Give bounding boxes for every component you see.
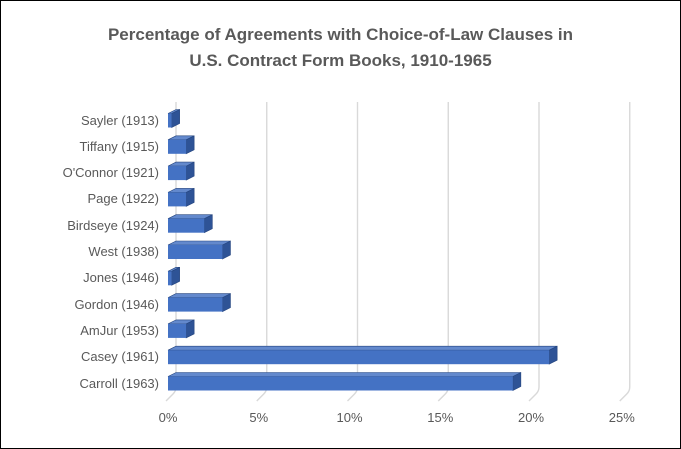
bar-tiffany-1915 [167,135,195,155]
bar-front-face [168,192,187,207]
x-tick-10: 10% [336,410,363,425]
bar-front-face [168,297,223,312]
bar-sayler-1913 [167,109,180,128]
bar-carroll-1963 [167,372,522,391]
bar-front-face [168,245,223,259]
bar-gordon-1946 [167,293,231,313]
bar-page-1922 [167,187,195,207]
category-label-tiffany-1915: Tiffany (1915) [79,138,160,154]
bar-front-face [168,350,550,365]
bar-front-face [168,113,172,128]
chart-title-line2: U.S. Contract Form Books, 1910-1965 [189,51,492,70]
bar-top-face [167,345,558,351]
x-tick-0: 0% [158,410,178,425]
x-tick-5: 5% [249,410,269,425]
bar-top-face [167,240,231,246]
x-tick-20: 20% [517,410,545,425]
bar-front-face [168,166,187,181]
bar-west-1938 [167,240,231,260]
gridline-25 [619,102,631,402]
bar-o-connor-1921 [167,161,195,181]
bar-top-face [167,293,231,298]
bar-front-face [168,271,172,286]
x-tick-15: 15% [427,410,454,425]
category-label-gordon-1946: Gordon (1946) [74,296,159,312]
category-label-sayler-1913: Sayler (1913) [80,112,159,128]
bar-amjur-1953 [167,319,195,339]
gridline-20 [528,102,540,402]
bar-front-face [168,218,205,233]
bar-front-face [168,376,513,391]
category-label-o-connor-1921: O'Connor (1921) [62,165,159,181]
x-tick-25: 25% [608,410,635,425]
chart-title-line1: Percentage of Agreements with Choice-of-… [107,25,574,44]
category-label-west-1938: West (1938) [88,244,159,259]
category-label-amjur-1953: AmJur (1953) [80,322,159,338]
bar-jones-1946 [167,266,180,286]
bar-casey-1961 [167,345,558,365]
bar-top-face [167,214,213,219]
bar-birdseye-1924 [167,214,213,234]
bar-front-face [168,323,187,338]
bar-front-face [168,139,187,154]
category-label-casey-1961: Casey (1961) [80,349,159,365]
category-label-carroll-1963: Carroll (1963) [79,375,159,391]
chart-title: Percentage of Agreements with Choice-of-… [1,22,680,74]
bar-top-face [167,372,521,377]
category-label-birdseye-1924: Birdseye (1924) [67,217,159,233]
category-label-jones-1946: Jones (1946) [83,270,159,286]
category-label-page-1922: Page (1922) [87,191,159,207]
